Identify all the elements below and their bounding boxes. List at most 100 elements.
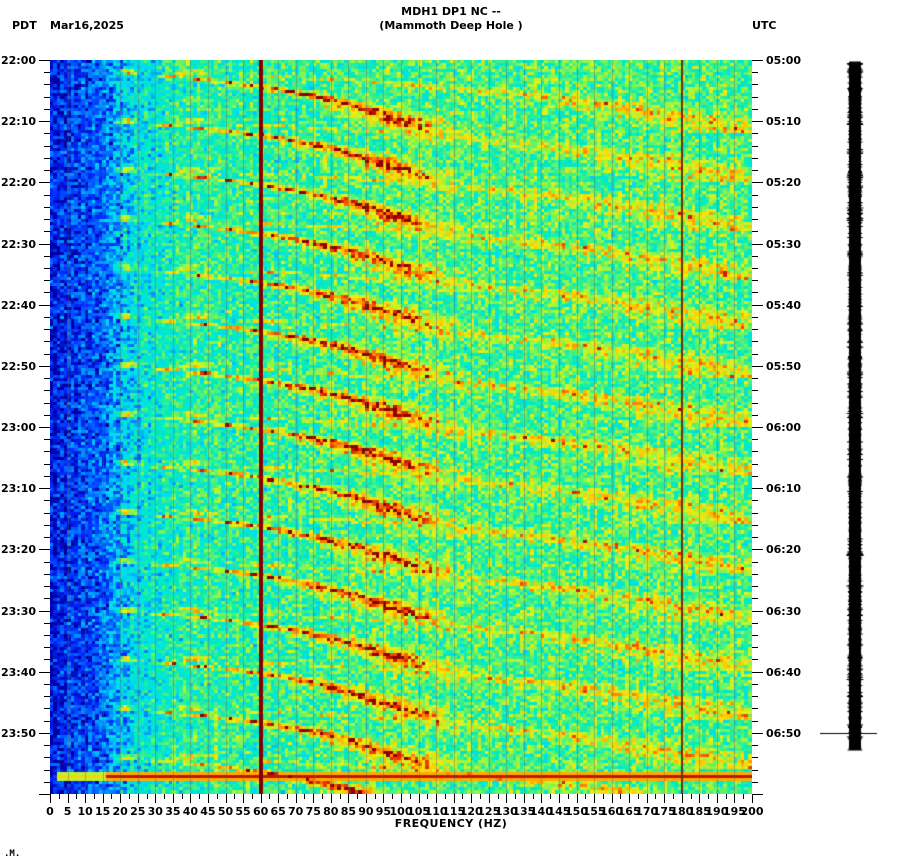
axis-tick — [44, 268, 50, 269]
axis-tick — [717, 794, 718, 803]
axis-tick — [44, 292, 50, 293]
axis-tick — [278, 794, 279, 803]
axis-tick — [164, 794, 165, 799]
axis-tick — [44, 341, 50, 342]
axis-tick — [39, 244, 50, 245]
axis-tick — [454, 794, 455, 803]
axis-tick — [50, 794, 51, 803]
axis-tick — [208, 794, 209, 803]
axis-tick — [44, 378, 50, 379]
time-label-pdt: 22:00 — [0, 54, 36, 67]
axis-tick — [155, 794, 156, 803]
axis-tick — [392, 794, 393, 799]
frequency-tick-label: 190 — [705, 805, 729, 818]
time-label-utc: 05:50 — [766, 360, 802, 373]
axis-tick — [44, 146, 50, 147]
axis-tick — [419, 794, 420, 803]
axis-tick — [752, 244, 763, 245]
frequency-tick-label: 70 — [288, 805, 304, 818]
axis-tick — [752, 133, 758, 134]
axis-tick — [44, 219, 50, 220]
time-label-pdt: 22:30 — [0, 238, 36, 251]
axis-tick — [577, 794, 578, 803]
axis-tick — [234, 794, 235, 799]
axis-tick — [489, 794, 490, 803]
axis-tick — [59, 794, 60, 799]
axis-tick — [752, 488, 763, 489]
axis-tick — [524, 794, 525, 803]
axis-tick — [120, 794, 121, 803]
axis-tick — [585, 794, 586, 799]
frequency-tick-label: 160 — [600, 805, 624, 818]
station-title-line2: (Mammoth Deep Hole ) — [379, 19, 523, 32]
axis-tick — [44, 745, 50, 746]
axis-tick — [743, 794, 744, 799]
axis-tick — [620, 794, 621, 799]
frequency-tick-label: 120 — [459, 805, 483, 818]
axis-tick — [44, 757, 50, 758]
axis-tick — [76, 794, 77, 799]
axis-tick — [752, 182, 763, 183]
frequency-tick-label: 140 — [529, 805, 553, 818]
time-label-pdt: 22:40 — [0, 299, 36, 312]
axis-tick — [44, 439, 50, 440]
axis-tick — [44, 464, 50, 465]
axis-tick — [752, 403, 758, 404]
frequency-tick-label: 135 — [512, 805, 536, 818]
frequency-tick-label: 0 — [46, 805, 54, 818]
frequency-tick-label: 200 — [740, 805, 764, 818]
axis-tick — [427, 794, 428, 799]
time-label-utc: 06:30 — [766, 605, 802, 618]
axis-tick — [261, 794, 262, 803]
axis-tick — [655, 794, 656, 799]
axis-tick — [103, 794, 104, 803]
axis-tick — [752, 525, 758, 526]
axis-tick — [498, 794, 499, 799]
timezone-right-label: UTC — [752, 19, 777, 32]
axis-tick — [515, 794, 516, 799]
time-label-pdt: 23:50 — [0, 727, 36, 740]
axis-tick — [39, 305, 50, 306]
time-label-pdt: 23:30 — [0, 605, 36, 618]
axis-tick — [752, 647, 758, 648]
axis-tick — [752, 341, 758, 342]
frequency-tick-label: 30 — [147, 805, 163, 818]
axis-tick — [533, 794, 534, 799]
frequency-tick-label: 35 — [165, 805, 181, 818]
time-label-pdt: 23:40 — [0, 666, 36, 679]
axis-tick — [111, 794, 112, 799]
axis-tick — [752, 158, 758, 159]
axis-tick — [44, 659, 50, 660]
axis-tick — [44, 476, 50, 477]
axis-tick — [44, 598, 50, 599]
axis-tick — [752, 537, 758, 538]
axis-tick — [401, 794, 402, 803]
axis-tick — [138, 794, 139, 803]
axis-tick — [410, 794, 411, 799]
axis-tick — [173, 794, 174, 803]
axis-tick — [44, 72, 50, 73]
axis-tick — [39, 366, 50, 367]
axis-tick — [752, 476, 758, 477]
station-title-line1: MDH1 DP1 NC -- — [401, 5, 501, 18]
axis-tick — [752, 611, 763, 612]
axis-tick — [44, 647, 50, 648]
axis-tick — [39, 549, 50, 550]
spectrogram-canvas[interactable] — [50, 60, 752, 794]
axis-tick — [44, 623, 50, 624]
axis-tick — [44, 782, 50, 783]
axis-tick — [647, 794, 648, 803]
frequency-tick-label: 105 — [407, 805, 431, 818]
axis-tick — [39, 427, 50, 428]
axis-tick — [436, 794, 437, 803]
spectrogram-plot-area[interactable] — [50, 60, 752, 794]
axis-tick — [44, 574, 50, 575]
axis-tick — [752, 672, 763, 673]
axis-tick — [752, 500, 758, 501]
axis-tick — [44, 133, 50, 134]
frequency-tick-label: 195 — [722, 805, 746, 818]
axis-tick — [752, 635, 758, 636]
axis-tick — [44, 721, 50, 722]
axis-tick — [752, 745, 758, 746]
frequency-tick-label: 145 — [547, 805, 571, 818]
